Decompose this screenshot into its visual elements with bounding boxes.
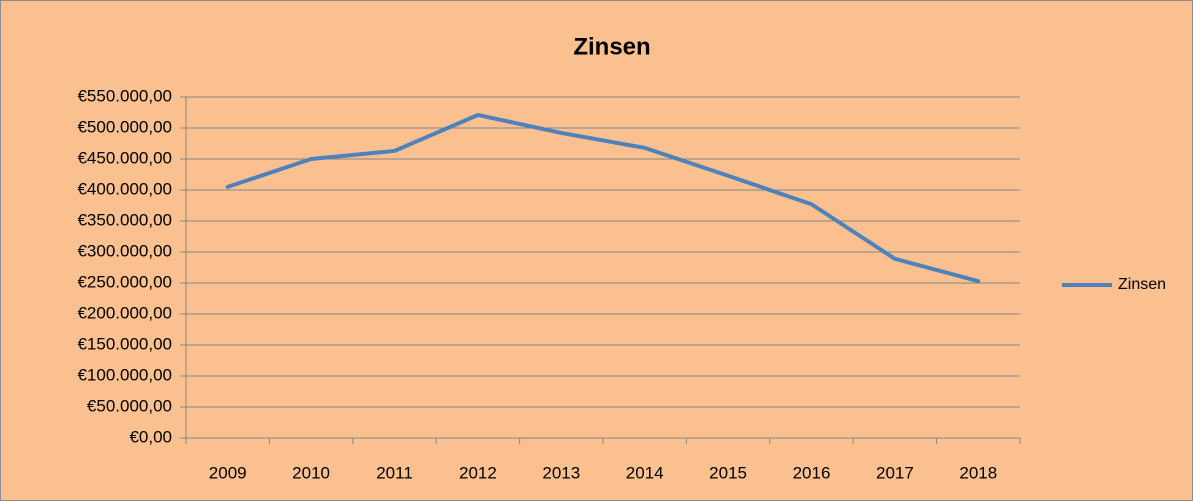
y-tick-label: €300.000,00: [77, 241, 172, 260]
x-tick-label: 2018: [959, 463, 997, 482]
y-tick-label: €0,00: [129, 427, 172, 446]
chart-title: Zinsen: [573, 33, 650, 60]
y-tick-label: €550.000,00: [77, 86, 172, 105]
data-line: [225, 112, 981, 284]
x-tick-label: 2011: [376, 463, 413, 482]
x-tick-label: 2014: [626, 463, 664, 482]
x-tick-label: 2015: [709, 463, 747, 482]
y-tick-label: €200.000,00: [77, 303, 172, 322]
y-tick-label: €100.000,00: [77, 365, 172, 384]
x-tick-label: 2010: [292, 463, 330, 482]
x-tick-label: 2017: [876, 463, 914, 482]
x-tick-label: 2016: [793, 463, 831, 482]
y-tick-label: €50.000,00: [87, 396, 172, 415]
x-tick-label: 2013: [542, 463, 580, 482]
y-tick-label: €250.000,00: [77, 272, 172, 291]
x-tick-label: 2012: [459, 463, 497, 482]
y-tick-label: €350.000,00: [77, 210, 172, 229]
y-tick-label: €150.000,00: [77, 334, 172, 353]
y-tick-label: €500.000,00: [77, 117, 172, 136]
y-tick-label: €400.000,00: [77, 179, 172, 198]
legend-label: Zinsen: [1118, 276, 1166, 293]
y-tick-label: €450.000,00: [77, 148, 172, 167]
x-tick-label: 2009: [209, 463, 247, 482]
